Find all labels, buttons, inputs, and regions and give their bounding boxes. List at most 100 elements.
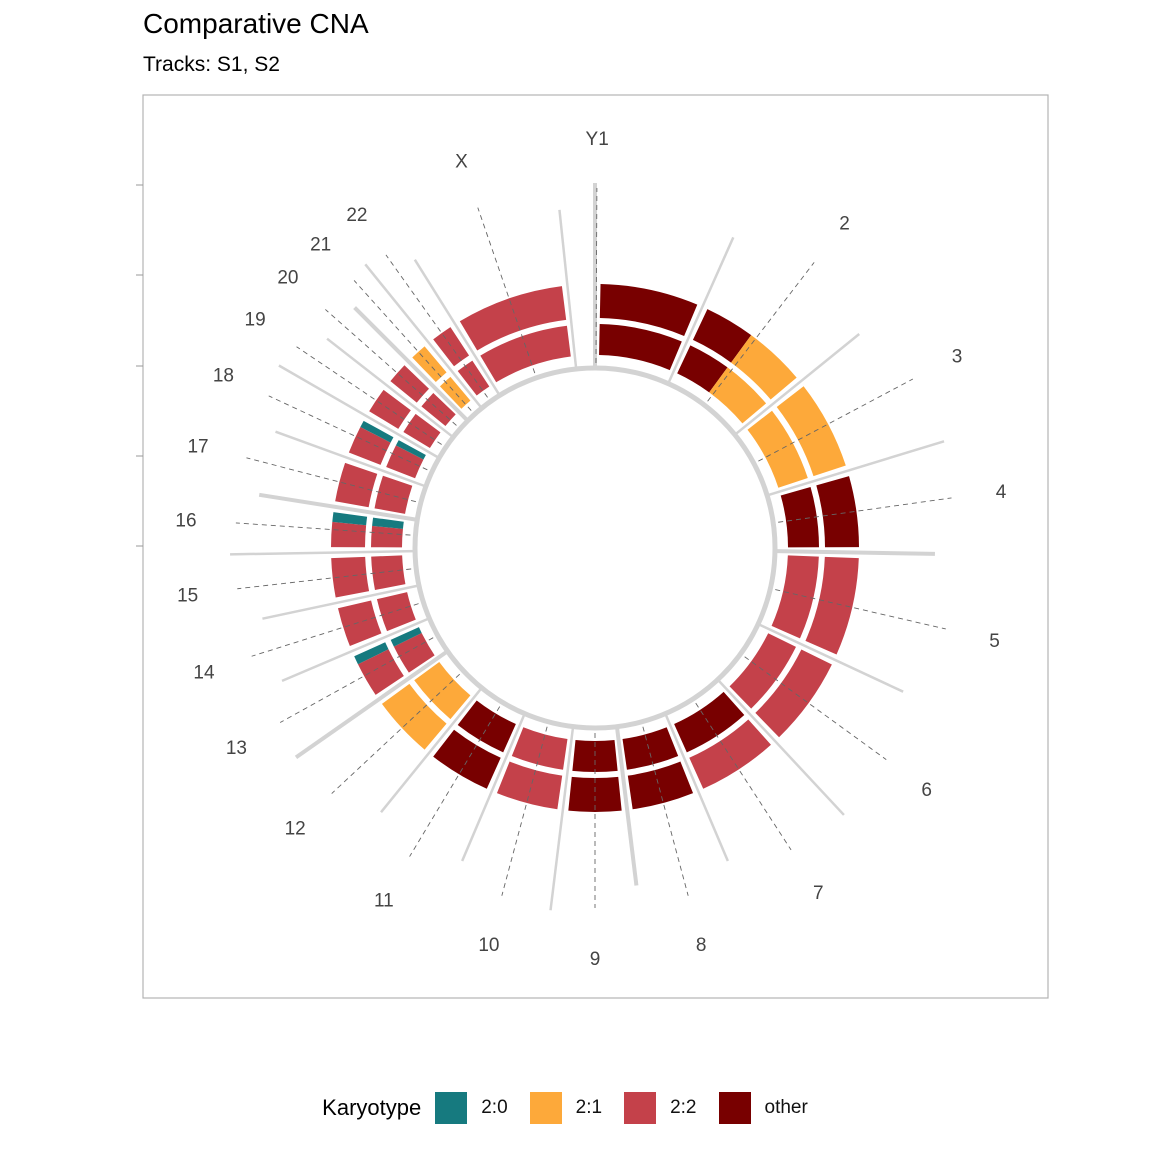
chromosome-label-16: 16 bbox=[175, 510, 196, 531]
legend-label: 2:0 bbox=[481, 1097, 508, 1118]
guide-line-1 bbox=[595, 188, 598, 364]
chromosome-label-8: 8 bbox=[696, 935, 707, 956]
segment-S2-16-2-0 bbox=[372, 517, 404, 529]
chromosome-label-5: 5 bbox=[989, 631, 1000, 652]
guide-line-20 bbox=[325, 309, 457, 426]
chromosome-labels: Y1 2 3 4 5 6 7 8 9 10 11 12 13 14 15 16 17 18 19 20 21 22 X bbox=[175, 129, 1006, 970]
boundary-spoke-10 bbox=[549, 728, 575, 911]
chromosome-label-7: 7 bbox=[813, 883, 824, 904]
segment-S1-5-2-2 bbox=[805, 556, 859, 655]
track-S1 bbox=[331, 284, 859, 812]
segment-S1-10-2-2 bbox=[496, 761, 563, 810]
segment-S1-12-2-1 bbox=[381, 683, 447, 750]
segment-S2-1-other bbox=[599, 324, 682, 371]
segment-S2-20-2-2 bbox=[421, 392, 456, 427]
inner-ring-circle bbox=[412, 365, 778, 731]
segment-S2-19-2-2 bbox=[403, 413, 441, 449]
segment-S2-15-2-2 bbox=[371, 555, 406, 590]
segment-S1-7-2-2 bbox=[689, 719, 771, 789]
chromosome-label-15: 15 bbox=[177, 585, 198, 606]
segment-S2-13-2-0 bbox=[390, 627, 422, 647]
chromosome-label-X: X bbox=[455, 151, 468, 172]
chromosome-label-18: 18 bbox=[213, 366, 234, 387]
segment-S2-10-2-2 bbox=[511, 727, 568, 770]
chromosome-label-22: 22 bbox=[346, 205, 367, 226]
chromosome-label-6: 6 bbox=[921, 780, 932, 801]
chromosome-label-17: 17 bbox=[187, 436, 208, 457]
boundary-spoke-15 bbox=[262, 584, 418, 620]
segment-S1-4-other bbox=[816, 476, 859, 548]
segment-S1-14-2-2 bbox=[337, 600, 382, 647]
boundary-spoke-9 bbox=[615, 728, 639, 886]
boundary-spoke-13 bbox=[294, 650, 448, 759]
guide-line-14 bbox=[251, 603, 419, 657]
segment-S1-13-2-0 bbox=[354, 642, 389, 665]
guide-line-6 bbox=[744, 656, 887, 760]
guide-line-2 bbox=[707, 262, 815, 402]
guide-line-15 bbox=[237, 568, 412, 590]
segment-S1-18-2-0 bbox=[360, 420, 394, 443]
segment-S1-16-2-2 bbox=[331, 521, 367, 548]
segment-S1-22-2-2 bbox=[433, 327, 470, 367]
guide-line-7 bbox=[695, 702, 792, 851]
segment-S1-16-2-0 bbox=[332, 512, 368, 526]
boundary-spoke-X bbox=[413, 259, 500, 395]
segment-S1-20-2-2 bbox=[390, 365, 429, 403]
segment-S1-8-other bbox=[627, 761, 694, 810]
guide-line-11 bbox=[409, 706, 501, 857]
segment-S2-2-other bbox=[677, 345, 728, 393]
guide-line-18 bbox=[268, 395, 428, 471]
segment-S1-2-other bbox=[692, 309, 752, 363]
guide-line-16 bbox=[235, 522, 411, 536]
segment-S1-X-2-2 bbox=[459, 286, 567, 351]
segment-S1-3-2-1 bbox=[776, 386, 846, 477]
boundary-spoke-20 bbox=[326, 337, 453, 437]
legend-item-other: other bbox=[718, 1092, 808, 1124]
guide-line-3 bbox=[758, 378, 914, 462]
boundary-spoke-22 bbox=[364, 263, 482, 408]
legend-label: other bbox=[764, 1097, 808, 1118]
segment-S1-17-2-2 bbox=[335, 462, 378, 508]
segment-S1-21-2-1 bbox=[412, 346, 447, 382]
segment-S2-4-other bbox=[780, 487, 819, 548]
legend-item-2-0: 2:0 bbox=[435, 1092, 508, 1124]
legend-label: 2:1 bbox=[575, 1097, 603, 1118]
boundary-spoke-18 bbox=[275, 430, 425, 487]
guide-line-22 bbox=[385, 254, 488, 398]
label-guide-lines bbox=[235, 188, 952, 908]
guide-line-17 bbox=[246, 457, 417, 503]
track-S2 bbox=[371, 324, 819, 773]
segment-S2-14-2-2 bbox=[376, 592, 416, 632]
legend-title: Karyotype bbox=[322, 1095, 422, 1120]
segment-S2-12-2-1 bbox=[414, 661, 471, 720]
segment-S2-6-2-2 bbox=[729, 633, 796, 709]
boundary-spoke-8 bbox=[664, 715, 729, 862]
segment-S2-18-2-2 bbox=[386, 445, 424, 479]
boundary-spoke-3 bbox=[735, 333, 861, 435]
guide-line-8 bbox=[642, 726, 689, 896]
chromosome-label-13: 13 bbox=[226, 738, 247, 759]
boundary-spoke-7 bbox=[718, 680, 845, 816]
legend: Karyotype 2:0 2:1 2:2 other bbox=[0, 1088, 1152, 1128]
boundary-spoke-11 bbox=[461, 715, 526, 862]
legend-item-2-1: 2:1 bbox=[529, 1092, 603, 1124]
legend-swatch-2-0 bbox=[435, 1092, 468, 1124]
chromosome-label-4: 4 bbox=[996, 482, 1007, 503]
segment-S1-9-other bbox=[568, 776, 622, 812]
segment-S2-X-2-2 bbox=[480, 325, 571, 383]
segment-S1-6-2-2 bbox=[755, 649, 832, 738]
chromosome-label-11: 11 bbox=[374, 890, 394, 911]
guide-line-21 bbox=[353, 280, 472, 411]
boundary-spoke-4 bbox=[768, 440, 945, 496]
guide-line-4 bbox=[778, 497, 952, 523]
boundary-spoke-12 bbox=[380, 688, 482, 814]
guide-line-10 bbox=[501, 726, 548, 896]
chromosome-label-1: Y1 bbox=[586, 129, 609, 150]
segment-S2-22-2-2 bbox=[457, 360, 490, 396]
chromosome-label-9: 9 bbox=[590, 949, 601, 970]
chromosome-boundaries bbox=[230, 183, 945, 911]
guide-line-13 bbox=[279, 637, 434, 723]
boundary-spoke-6 bbox=[759, 623, 904, 693]
segment-S2-5-2-2 bbox=[771, 555, 819, 639]
